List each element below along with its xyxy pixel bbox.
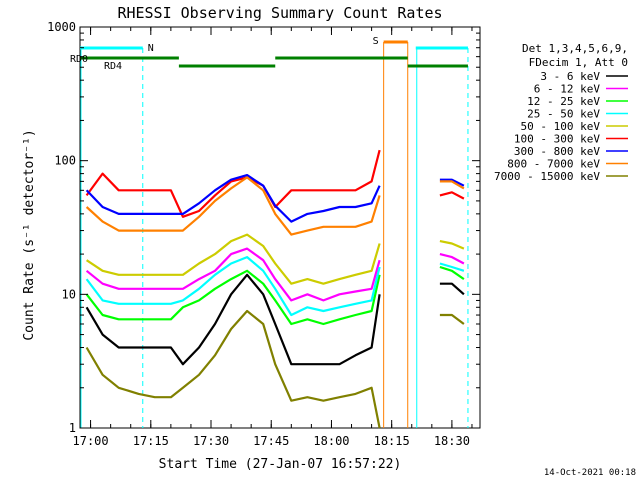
series-line — [439, 313, 465, 325]
legend-entry-label: 50 - 100 keV — [521, 120, 601, 133]
saa-flag-label: S — [373, 36, 379, 47]
series-line — [85, 149, 381, 218]
legend: Det 1,3,4,5,6,9, FDecim 1, Att 0 3 - 6 k… — [494, 42, 628, 183]
legend-entry-label: 12 - 25 keV — [527, 95, 600, 108]
flags-layer: N S RD0 RD4 — [70, 36, 469, 428]
series-line — [85, 174, 381, 223]
series-line — [439, 180, 465, 190]
x-tick-label: 17:00 — [73, 434, 109, 448]
legend-header-1: Det 1,3,4,5,6,9, — [522, 42, 628, 55]
legend-entry-label: 7000 - 15000 keV — [494, 170, 600, 183]
series-line — [85, 233, 381, 285]
legend-entry-label: 300 - 800 keV — [514, 145, 600, 158]
series-line — [439, 191, 465, 200]
night-flag-label: N — [148, 43, 154, 54]
series-line — [85, 269, 381, 326]
x-tick-label: 17:30 — [193, 434, 229, 448]
legend-header-2: FDecim 1, Att 0 — [529, 56, 628, 69]
legend-entry-label: 25 - 50 keV — [527, 108, 600, 121]
plot-frame — [79, 26, 481, 429]
series-line — [439, 262, 465, 272]
x-tick-label: 17:45 — [253, 434, 289, 448]
series-line — [439, 265, 465, 281]
legend-entry-label: 100 - 300 keV — [514, 133, 600, 146]
series-line — [85, 309, 381, 429]
y-tick-label: 10 — [62, 287, 76, 301]
x-tick-label: 17:15 — [133, 434, 169, 448]
legend-entry-label: 800 - 7000 keV — [507, 158, 600, 171]
series-line — [439, 282, 465, 296]
x-tick-label: 18:00 — [313, 434, 349, 448]
x-axis-label: Start Time (27-Jan-07 16:57:22) — [159, 457, 402, 472]
plot-area — [79, 26, 481, 429]
rd4-label: RD4 — [104, 61, 122, 72]
chart-title: RHESSI Observing Summary Count Rates — [117, 4, 442, 22]
y-tick-label: 1 — [69, 421, 76, 435]
series-line — [85, 273, 381, 366]
series-line — [439, 240, 465, 250]
series-line — [85, 176, 381, 236]
x-tick-label: 18:30 — [434, 434, 470, 448]
series-layer — [85, 149, 465, 429]
rd0-label: RD0 — [70, 54, 88, 65]
series-line — [439, 178, 465, 187]
y-axis-label: Count Rate (s⁻¹ detector⁻¹) — [22, 129, 37, 340]
series-line — [85, 256, 381, 317]
legend-entry-label: 3 - 6 keV — [540, 70, 600, 83]
y-tick-label: 1000 — [47, 20, 76, 34]
y-tick-label: 100 — [54, 154, 76, 168]
axis-layer: 1 10 100 1000 17:00 17:15 17:30 17:45 18:00 18:15… — [47, 20, 480, 448]
x-tick-label: 18:15 — [374, 434, 410, 448]
footer-timestamp: 14-Oct-2021 00:18 — [544, 468, 636, 478]
series-line — [439, 253, 465, 265]
series-line — [85, 247, 381, 302]
legend-entry-label: 6 - 12 keV — [534, 83, 601, 96]
